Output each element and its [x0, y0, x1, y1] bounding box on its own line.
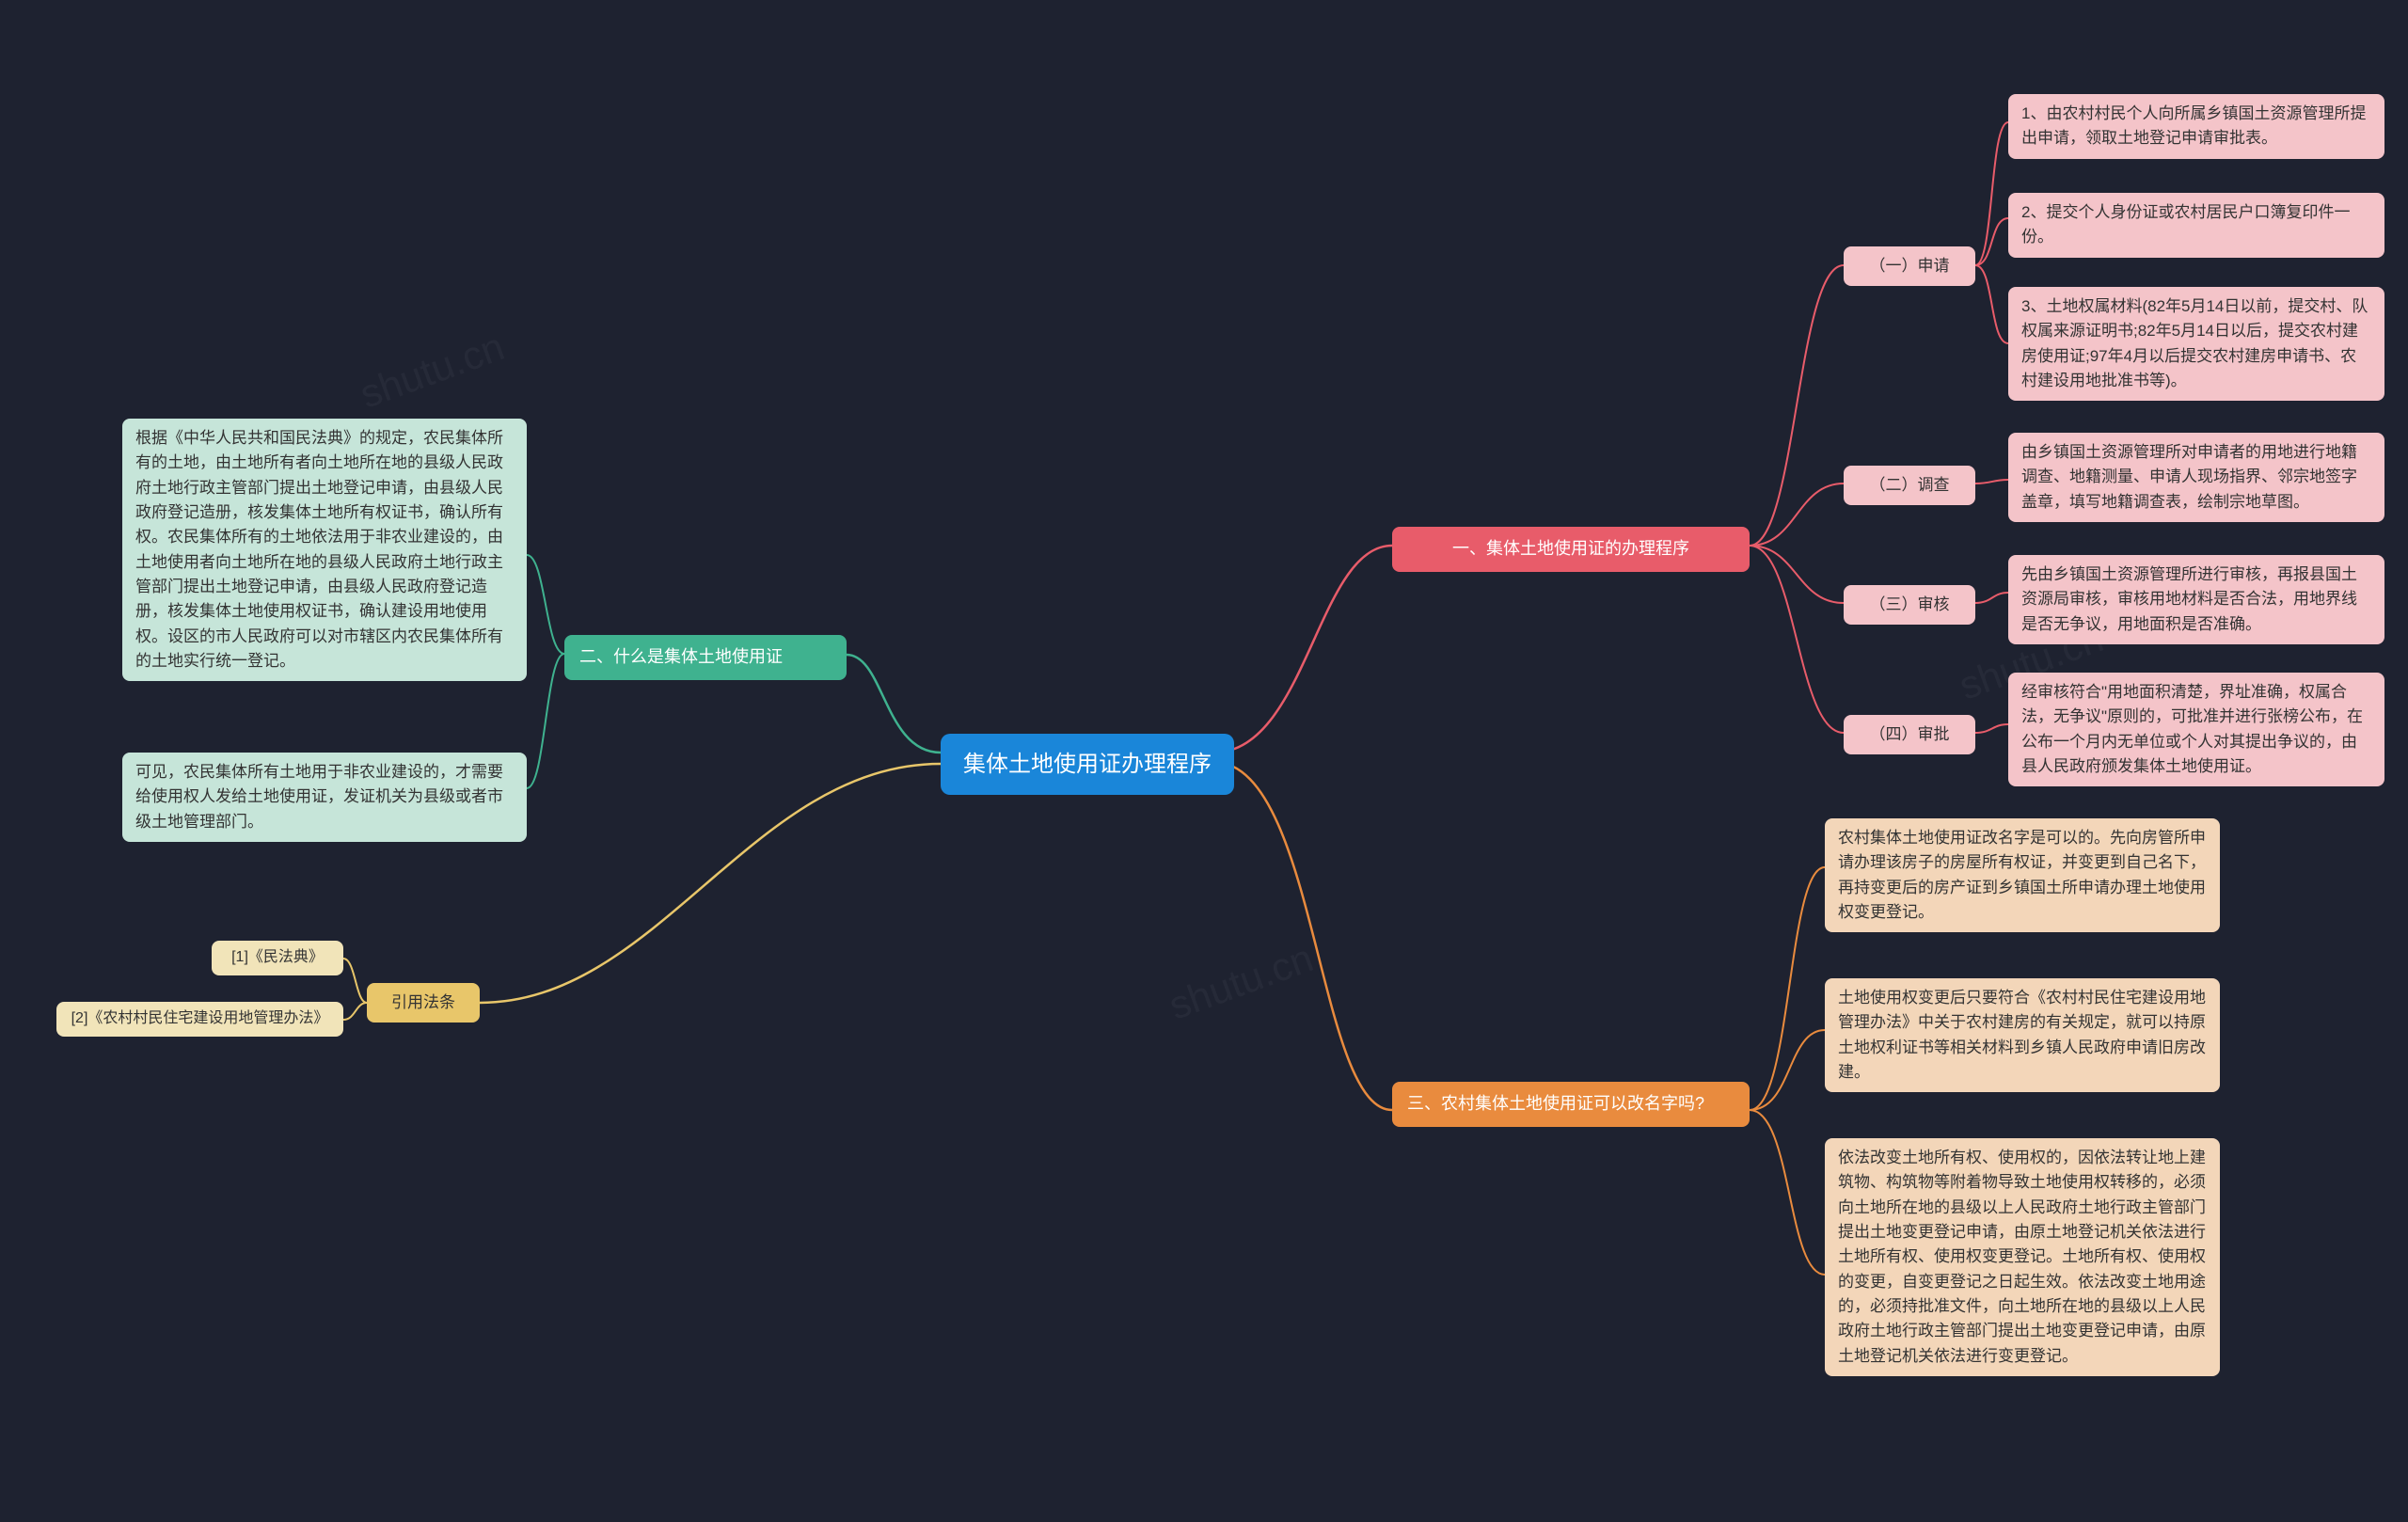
leaf-b1-1-b[interactable]: 2、提交个人身份证或农村居民户口簿复印件一份。: [2008, 193, 2384, 258]
leaf-b4-b-text: [2]《农村村民住宅建设用地管理办法》: [71, 1010, 329, 1026]
branch-1-sub-4-label: （四）审批: [1870, 725, 1950, 743]
leaf-b3-c[interactable]: 依法改变土地所有权、使用权的，因依法转让地上建筑物、构筑物等附着物导致土地使用权…: [1825, 1138, 2220, 1376]
branch-1-sub-2[interactable]: （二）调查: [1844, 466, 1975, 505]
leaf-b1-1-a-text: 1、由农村村民个人向所属乡镇国土资源管理所提出申请，领取土地登记申请审批表。: [2021, 104, 2366, 147]
branch-2[interactable]: 二、什么是集体土地使用证: [564, 635, 847, 680]
leaf-b1-3-text: 先由乡镇国土资源管理所进行审核，再报县国土资源局审核，审核用地材料是否合法，用地…: [2021, 565, 2357, 633]
watermark: shutu.cn: [1164, 935, 1320, 1028]
leaf-b2-b-text: 可见，农民集体所有土地用于非农业建设的，才需要给使用权人发给土地使用证，发证机关…: [135, 763, 503, 831]
root-node[interactable]: 集体土地使用证办理程序: [941, 734, 1234, 795]
leaf-b1-4-text: 经审核符合"用地面积清楚，界址准确，权属合法，无争议"原则的，可批准并进行张榜公…: [2021, 683, 2363, 775]
branch-1-sub-1-label: （一）申请: [1870, 257, 1950, 275]
branch-1-sub-3[interactable]: （三）审核: [1844, 585, 1975, 625]
branch-2-label: 二、什么是集体土地使用证: [579, 647, 783, 666]
leaf-b4-b[interactable]: [2]《农村村民住宅建设用地管理办法》: [56, 1002, 343, 1037]
leaf-b1-4[interactable]: 经审核符合"用地面积清楚，界址准确，权属合法，无争议"原则的，可批准并进行张榜公…: [2008, 673, 2384, 786]
leaf-b4-a-text: [1]《民法典》: [231, 949, 324, 965]
branch-1-sub-1[interactable]: （一）申请: [1844, 246, 1975, 286]
leaf-b3-a[interactable]: 农村集体土地使用证改名字是可以的。先向房管所申请办理该房子的房屋所有权证，并变更…: [1825, 818, 2220, 932]
leaf-b1-2-text: 由乡镇国土资源管理所对申请者的用地进行地籍调查、地籍测量、申请人现场指界、邻宗地…: [2021, 443, 2357, 511]
leaf-b2-a[interactable]: 根据《中华人民共和国民法典》的规定，农民集体所有的土地，由土地所有者向土地所在地…: [122, 419, 527, 681]
leaf-b1-3[interactable]: 先由乡镇国土资源管理所进行审核，再报县国土资源局审核，审核用地材料是否合法，用地…: [2008, 555, 2384, 644]
leaf-b1-1-a[interactable]: 1、由农村村民个人向所属乡镇国土资源管理所提出申请，领取土地登记申请审批表。: [2008, 94, 2384, 159]
leaf-b3-a-text: 农村集体土地使用证改名字是可以的。先向房管所申请办理该房子的房屋所有权证，并变更…: [1838, 829, 2206, 921]
branch-4-label: 引用法条: [391, 993, 455, 1011]
leaf-b1-1-c[interactable]: 3、土地权属材料(82年5月14日以前，提交村、队权属来源证明书;82年5月14…: [2008, 287, 2384, 401]
leaf-b3-c-text: 依法改变土地所有权、使用权的，因依法转让地上建筑物、构筑物等附着物导致土地使用权…: [1838, 1149, 2206, 1365]
root-label: 集体土地使用证办理程序: [963, 752, 1212, 777]
branch-1-sub-2-label: （二）调查: [1870, 476, 1950, 494]
leaf-b3-b[interactable]: 土地使用权变更后只要符合《农村村民住宅建设用地管理办法》中关于农村建房的有关规定…: [1825, 978, 2220, 1092]
branch-3-label: 三、农村集体土地使用证可以改名字吗?: [1407, 1094, 1704, 1113]
leaf-b4-a[interactable]: [1]《民法典》: [212, 941, 343, 975]
leaf-b3-b-text: 土地使用权变更后只要符合《农村村民住宅建设用地管理办法》中关于农村建房的有关规定…: [1838, 989, 2206, 1081]
leaf-b2-b[interactable]: 可见，农民集体所有土地用于非农业建设的，才需要给使用权人发给土地使用证，发证机关…: [122, 753, 527, 842]
branch-1-sub-3-label: （三）审核: [1870, 595, 1950, 613]
watermark: shutu.cn: [355, 324, 511, 417]
branch-1[interactable]: 一、集体土地使用证的办理程序: [1392, 527, 1750, 572]
leaf-b1-1-c-text: 3、土地权属材料(82年5月14日以前，提交村、队权属来源证明书;82年5月14…: [2021, 297, 2368, 389]
leaf-b1-2[interactable]: 由乡镇国土资源管理所对申请者的用地进行地籍调查、地籍测量、申请人现场指界、邻宗地…: [2008, 433, 2384, 522]
branch-3[interactable]: 三、农村集体土地使用证可以改名字吗?: [1392, 1082, 1750, 1127]
leaf-b1-1-b-text: 2、提交个人身份证或农村居民户口簿复印件一份。: [2021, 203, 2350, 246]
branch-1-label: 一、集体土地使用证的办理程序: [1452, 539, 1689, 558]
leaf-b2-a-text: 根据《中华人民共和国民法典》的规定，农民集体所有的土地，由土地所有者向土地所在地…: [135, 429, 503, 670]
branch-1-sub-4[interactable]: （四）审批: [1844, 715, 1975, 754]
branch-4[interactable]: 引用法条: [367, 983, 480, 1023]
